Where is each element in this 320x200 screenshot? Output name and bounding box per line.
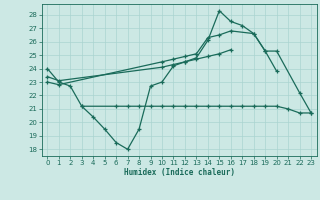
X-axis label: Humidex (Indice chaleur): Humidex (Indice chaleur)	[124, 168, 235, 177]
